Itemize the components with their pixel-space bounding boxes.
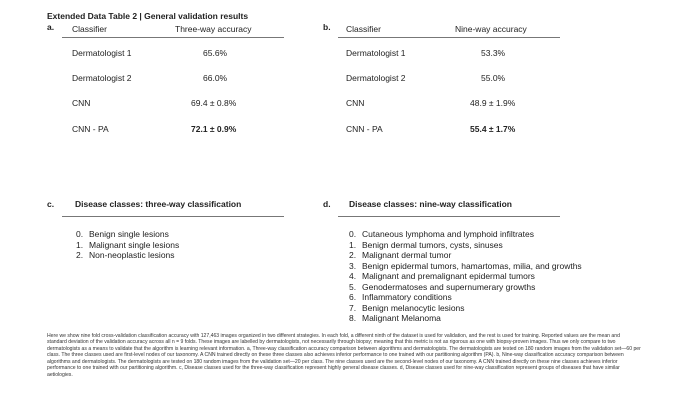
table-b-row-3-accuracy: 55.4 ± 1.7% xyxy=(470,124,516,134)
list-item: 1. Benign dermal tumors, cysts, sinuses xyxy=(349,239,503,250)
panel-c-label: c. xyxy=(47,199,55,209)
list-item: 8. Malignant Melanoma xyxy=(349,313,441,323)
table-b-row-2-classifier: CNN xyxy=(346,98,365,108)
list-item: 2. Non-neoplastic lesions xyxy=(76,250,175,260)
section-c-title: Disease classes: three-way classificatio… xyxy=(75,199,242,209)
table-a-row-1-classifier: Dermatologist 2 xyxy=(72,73,132,83)
table-b-row-1-accuracy: 55.0% xyxy=(481,73,506,83)
list-item: 0. Cutaneous lymphoma and lymphoid infilt… xyxy=(349,229,534,239)
table-b-row-0-classifier: Dermatologist 1 xyxy=(346,48,406,58)
table-title: Extended Data Table 2 | General validati… xyxy=(47,11,249,21)
table-a-header-accuracy: Three-way accuracy xyxy=(175,24,252,34)
table-b-rule xyxy=(338,37,560,38)
list-item: 7. Benign melanocytic lesions xyxy=(349,302,465,313)
table-a-row-0-classifier: Dermatologist 1 xyxy=(72,48,132,58)
section-c-list: 0. Benign single lesions 1. Malignant sing… xyxy=(76,229,179,261)
section-d-title: Disease classes: nine-way classification xyxy=(349,199,513,209)
list-item: 3. Benign epidermal tumors, hamartomas, m… xyxy=(349,260,582,271)
panel-a-label: a. xyxy=(47,22,55,32)
section-d-list: 0. Cutaneous lymphoma and lymphoid infilt… xyxy=(349,229,582,324)
table-a-row-2-classifier: CNN xyxy=(72,98,91,108)
table-caption: Here we show nine fold cross-validation … xyxy=(47,333,641,378)
list-item: 6. Inflammatory conditions xyxy=(349,292,452,302)
section-d-rule xyxy=(338,216,560,217)
table-a-row-3-classifier: CNN - PA xyxy=(72,124,109,134)
table-b-row-3-classifier: CNN - PA xyxy=(346,124,383,134)
section-c-rule xyxy=(62,216,284,217)
table-a-row-0-accuracy: 65.6% xyxy=(203,48,228,58)
list-item: 0. Benign single lesions xyxy=(76,229,169,239)
table-b-row-0-accuracy: 53.3% xyxy=(481,48,506,58)
table-a-row-2-accuracy: 69.4 ± 0.8% xyxy=(191,98,237,108)
list-item: 4. Malignant and premalignant epidermal t… xyxy=(349,271,535,281)
table-a-row-1-accuracy: 66.0% xyxy=(203,73,228,83)
list-item: 1. Malignant single lesions xyxy=(76,239,180,250)
table-a-header-classifier: Classifier xyxy=(72,24,107,34)
panel-b-label: b. xyxy=(323,22,331,32)
list-item: 5. Genodermatoses and supernumerary growt… xyxy=(349,281,536,292)
list-item: 2. Malignant dermal tumor xyxy=(349,250,452,260)
table-a-row-3-accuracy: 72.1 ± 0.9% xyxy=(191,124,237,134)
table-b-row-1-classifier: Dermatologist 2 xyxy=(346,73,406,83)
table-b-header-classifier: Classifier xyxy=(346,24,381,34)
table-b-row-2-accuracy: 48.9 ± 1.9% xyxy=(470,98,516,108)
table-b-header-accuracy: Nine-way accuracy xyxy=(455,24,527,34)
table-a-rule xyxy=(62,37,284,38)
panel-d-label: d. xyxy=(323,199,331,209)
